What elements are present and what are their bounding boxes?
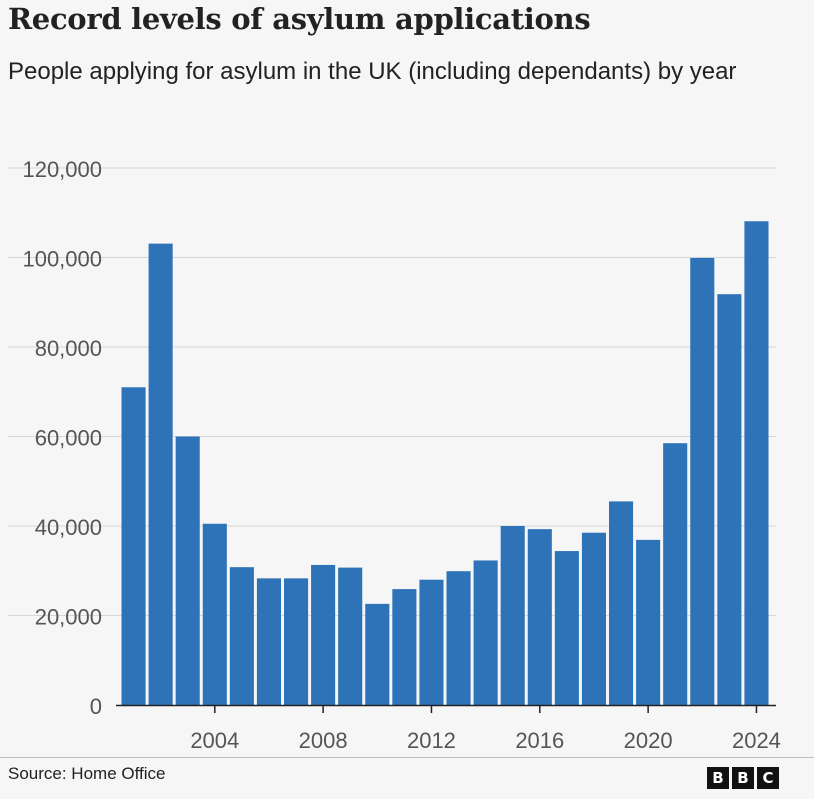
bar-2003 [175, 436, 200, 705]
x-tick-label: 2012 [407, 728, 456, 753]
x-tick-label: 2020 [624, 728, 673, 753]
y-tick-label: 60,000 [35, 426, 102, 451]
bar-2017 [554, 551, 579, 705]
bar-2005 [229, 567, 254, 705]
y-tick-label: 100,000 [22, 247, 102, 272]
x-tick-label: 2024 [732, 728, 781, 753]
bar-2001 [121, 387, 146, 705]
bbc-logo-letter: B [707, 767, 729, 789]
bar-2016 [527, 529, 552, 705]
bbc-logo-letter: C [757, 767, 779, 789]
footer: Source: Home Office B B C [0, 757, 814, 799]
chart-subtitle: People applying for asylum in the UK (in… [8, 58, 737, 85]
bbc-logo-letter: B [732, 767, 754, 789]
y-tick-label: 0 [90, 694, 102, 719]
x-tick-label: 2004 [190, 728, 239, 753]
bar-2004 [202, 523, 227, 705]
bar-2018 [581, 532, 606, 705]
bar-2023 [717, 294, 742, 705]
bar-2011 [392, 589, 417, 705]
y-tick-label: 40,000 [35, 515, 102, 540]
bar-2010 [365, 603, 390, 705]
bar-chart: 0 20,000 40,000 60,000 80,000 100,000 120,000 2… [8, 157, 781, 753]
bar-2012 [419, 579, 444, 705]
bar-2013 [446, 571, 471, 705]
y-tick-label: 120,000 [22, 157, 102, 182]
bar-2021 [663, 443, 688, 705]
bar-2008 [311, 564, 336, 705]
y-tick-label: 80,000 [35, 336, 102, 361]
bar-2014 [473, 560, 498, 705]
x-tick-label: 2016 [515, 728, 564, 753]
bar-2009 [338, 567, 363, 705]
bar-2007 [284, 578, 309, 705]
bar-2020 [636, 539, 661, 705]
bar-2002 [148, 243, 173, 705]
source-note: Source: Home Office [8, 764, 166, 783]
bar-2019 [609, 501, 634, 705]
x-tick-label: 2008 [299, 728, 348, 753]
bar-2022 [690, 257, 715, 705]
bar-2006 [256, 578, 281, 705]
bbc-logo: B B C [707, 767, 779, 789]
chart-title: Record levels of asylum applications [8, 2, 591, 36]
y-tick-label: 20,000 [35, 605, 102, 630]
bar-2015 [500, 526, 525, 705]
bar-2024 [744, 221, 769, 705]
